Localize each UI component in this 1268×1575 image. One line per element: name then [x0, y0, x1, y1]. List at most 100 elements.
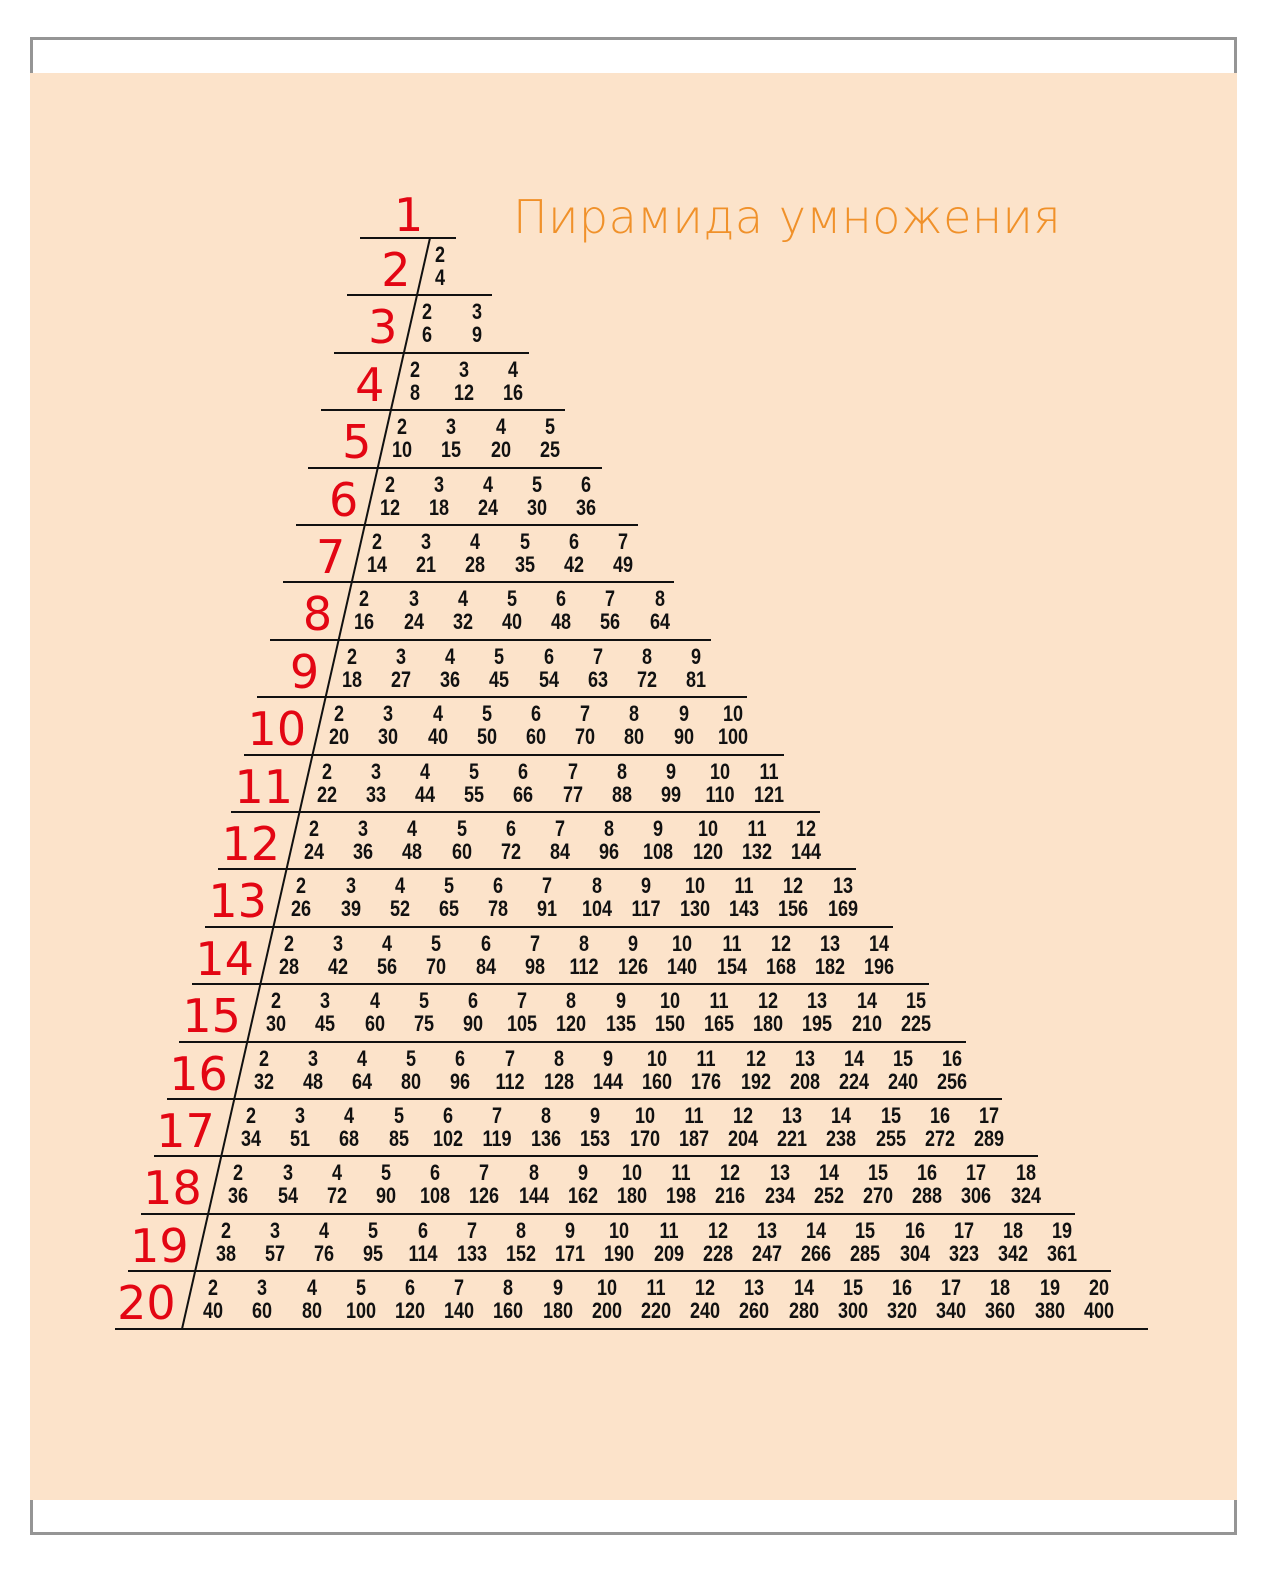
factor: 9 [678, 701, 689, 727]
product: 119 [482, 1126, 512, 1151]
product-cell: 2 26 [271, 875, 331, 920]
factor: 8 [641, 643, 653, 669]
product-cell: 7 77 [543, 758, 603, 806]
factor: 12 [758, 988, 779, 1014]
product: 169 [827, 896, 858, 922]
product-cell: 7 105 [492, 990, 552, 1035]
product: 9 [471, 322, 482, 348]
product-cell: 7 126 [454, 1162, 514, 1207]
product-cell: 14 210 [837, 990, 897, 1035]
factor: 7 [542, 873, 553, 899]
factor: 4 [457, 586, 468, 612]
product-cell: 11 165 [689, 990, 749, 1035]
factor: 15 [867, 1160, 889, 1186]
factor: 8 [528, 1160, 539, 1186]
product: 304 [899, 1240, 930, 1266]
product: 70 [426, 953, 447, 979]
product-cell: 3 39 [321, 875, 381, 920]
product-cell: 3 18 [409, 473, 469, 519]
factor: 7 [491, 1103, 503, 1128]
product: 80 [301, 1298, 322, 1324]
factor: 7 [592, 643, 603, 669]
product-cell: 4 16 [483, 358, 543, 404]
factor: 2 [359, 586, 370, 612]
factor: 2 [220, 1217, 231, 1243]
factor: 15 [905, 988, 926, 1014]
product: 81 [686, 666, 707, 692]
product: 133 [456, 1240, 487, 1266]
product-cell: 13 182 [800, 930, 860, 979]
multiplier-15: 15 [182, 989, 241, 1044]
factor: 11 [734, 873, 754, 899]
factor: 5 [443, 873, 455, 899]
factor: 6 [467, 988, 479, 1014]
factor: 4 [445, 643, 456, 669]
factor: 10 [647, 1045, 668, 1071]
product-cell: 11 121 [739, 760, 799, 806]
factor: 4 [419, 758, 431, 784]
product-cell: 7 49 [593, 531, 653, 576]
factor: 3 [358, 816, 369, 841]
product-cell: 11 187 [664, 1105, 724, 1150]
product: 182 [814, 953, 846, 979]
product-cell: 3 21 [396, 531, 456, 576]
product: 112 [569, 953, 599, 979]
product-cell: 3 48 [283, 1047, 343, 1093]
product: 180 [753, 1011, 784, 1037]
factor: 11 [696, 1045, 716, 1071]
product: 165 [703, 1011, 735, 1037]
product-cell: 9 126 [603, 932, 663, 978]
product-cell: 5 95 [343, 1219, 403, 1265]
product-cell: 12 216 [700, 1162, 760, 1207]
factor: 7 [567, 758, 578, 784]
product-cell: 6 72 [481, 818, 541, 863]
product-cell: 7 98 [505, 932, 565, 978]
factor: 16 [891, 1275, 913, 1301]
factor: 15 [855, 1217, 876, 1243]
product-cell: 5 85 [369, 1105, 429, 1150]
product-cell: 7 119 [467, 1105, 527, 1150]
product-cell: 17 340 [921, 1277, 981, 1322]
factor: 4 [306, 1275, 317, 1301]
factor: 5 [506, 586, 518, 612]
product-cell: 6 90 [443, 990, 503, 1035]
factor: 2 [334, 701, 345, 727]
factor: 3 [320, 988, 331, 1014]
factor: 4 [382, 930, 393, 956]
product: 105 [507, 1011, 538, 1037]
product-cell: 13 195 [787, 990, 847, 1035]
multiplier-12: 12 [221, 817, 280, 871]
product-cell: 7 56 [580, 588, 640, 633]
product: 85 [388, 1126, 409, 1151]
product: 360 [985, 1298, 1016, 1324]
factor: 5 [519, 529, 530, 554]
product-cell: 4 72 [307, 1162, 367, 1207]
factor: 2 [384, 471, 395, 497]
factor: 12 [795, 816, 817, 841]
factor: 3 [458, 356, 470, 382]
product: 136 [531, 1126, 562, 1151]
product-cell: 17 323 [934, 1219, 994, 1265]
factor: 6 [518, 758, 529, 784]
factor: 13 [819, 930, 841, 956]
multiplier-11: 11 [234, 759, 294, 814]
product-cell: 14 224 [824, 1047, 884, 1093]
product: 45 [489, 666, 510, 692]
row-divider-line [179, 1040, 966, 1043]
product-cell: 4 32 [433, 588, 493, 633]
product-cell: 4 28 [445, 531, 505, 576]
product: 54 [277, 1183, 298, 1209]
product-cell: 16 304 [885, 1219, 945, 1266]
factor: 18 [1002, 1217, 1024, 1243]
product-cell: 8 64 [630, 588, 690, 633]
factor: 8 [629, 701, 640, 727]
factor: 4 [432, 701, 443, 727]
product: 132 [741, 839, 772, 864]
product: 32 [452, 609, 473, 635]
product: 28 [465, 552, 486, 577]
product: 21 [416, 552, 437, 577]
factor: 5 [532, 471, 543, 497]
product-cell: 5 35 [495, 531, 555, 576]
product-cell: 8 136 [516, 1105, 576, 1150]
